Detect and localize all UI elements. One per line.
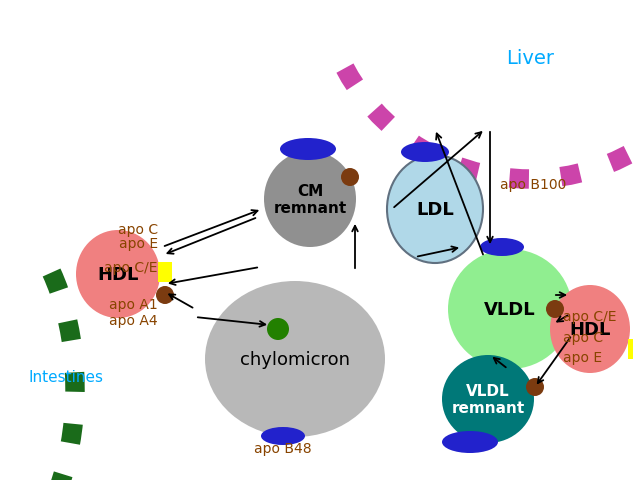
Ellipse shape — [442, 355, 534, 443]
Text: Liver: Liver — [506, 48, 554, 67]
Ellipse shape — [387, 156, 483, 264]
Ellipse shape — [205, 281, 385, 437]
Ellipse shape — [480, 239, 524, 256]
Text: apo C/E: apo C/E — [563, 309, 617, 324]
Ellipse shape — [264, 152, 356, 248]
Text: HDL: HDL — [97, 265, 139, 283]
Text: apo E: apo E — [563, 350, 602, 364]
Text: apo A1
apo A4: apo A1 apo A4 — [110, 297, 158, 327]
Text: HDL: HDL — [569, 320, 611, 338]
Text: apo B100: apo B100 — [500, 178, 567, 192]
Text: LDL: LDL — [416, 201, 454, 218]
Bar — [158, 263, 172, 282]
Ellipse shape — [442, 431, 498, 453]
Ellipse shape — [448, 250, 572, 369]
Text: apo C: apo C — [563, 330, 603, 344]
Ellipse shape — [550, 286, 630, 373]
Text: apo B48: apo B48 — [254, 441, 312, 455]
Text: apo C: apo C — [118, 223, 158, 237]
Circle shape — [341, 168, 359, 187]
Circle shape — [546, 300, 564, 318]
Bar — [628, 339, 633, 359]
Ellipse shape — [401, 143, 449, 163]
Text: apo C/E: apo C/E — [104, 261, 158, 275]
Text: chylomicron: chylomicron — [240, 350, 350, 368]
Text: apo E: apo E — [119, 237, 158, 251]
Circle shape — [267, 318, 289, 340]
Ellipse shape — [76, 230, 160, 318]
Ellipse shape — [261, 427, 305, 445]
Text: VLDL
remnant: VLDL remnant — [451, 383, 525, 415]
Ellipse shape — [280, 139, 336, 161]
Text: CM
remnant: CM remnant — [273, 183, 347, 216]
Text: VLDL: VLDL — [484, 300, 536, 318]
Circle shape — [156, 287, 174, 304]
Text: Intestines: Intestines — [28, 370, 103, 384]
Circle shape — [526, 378, 544, 396]
